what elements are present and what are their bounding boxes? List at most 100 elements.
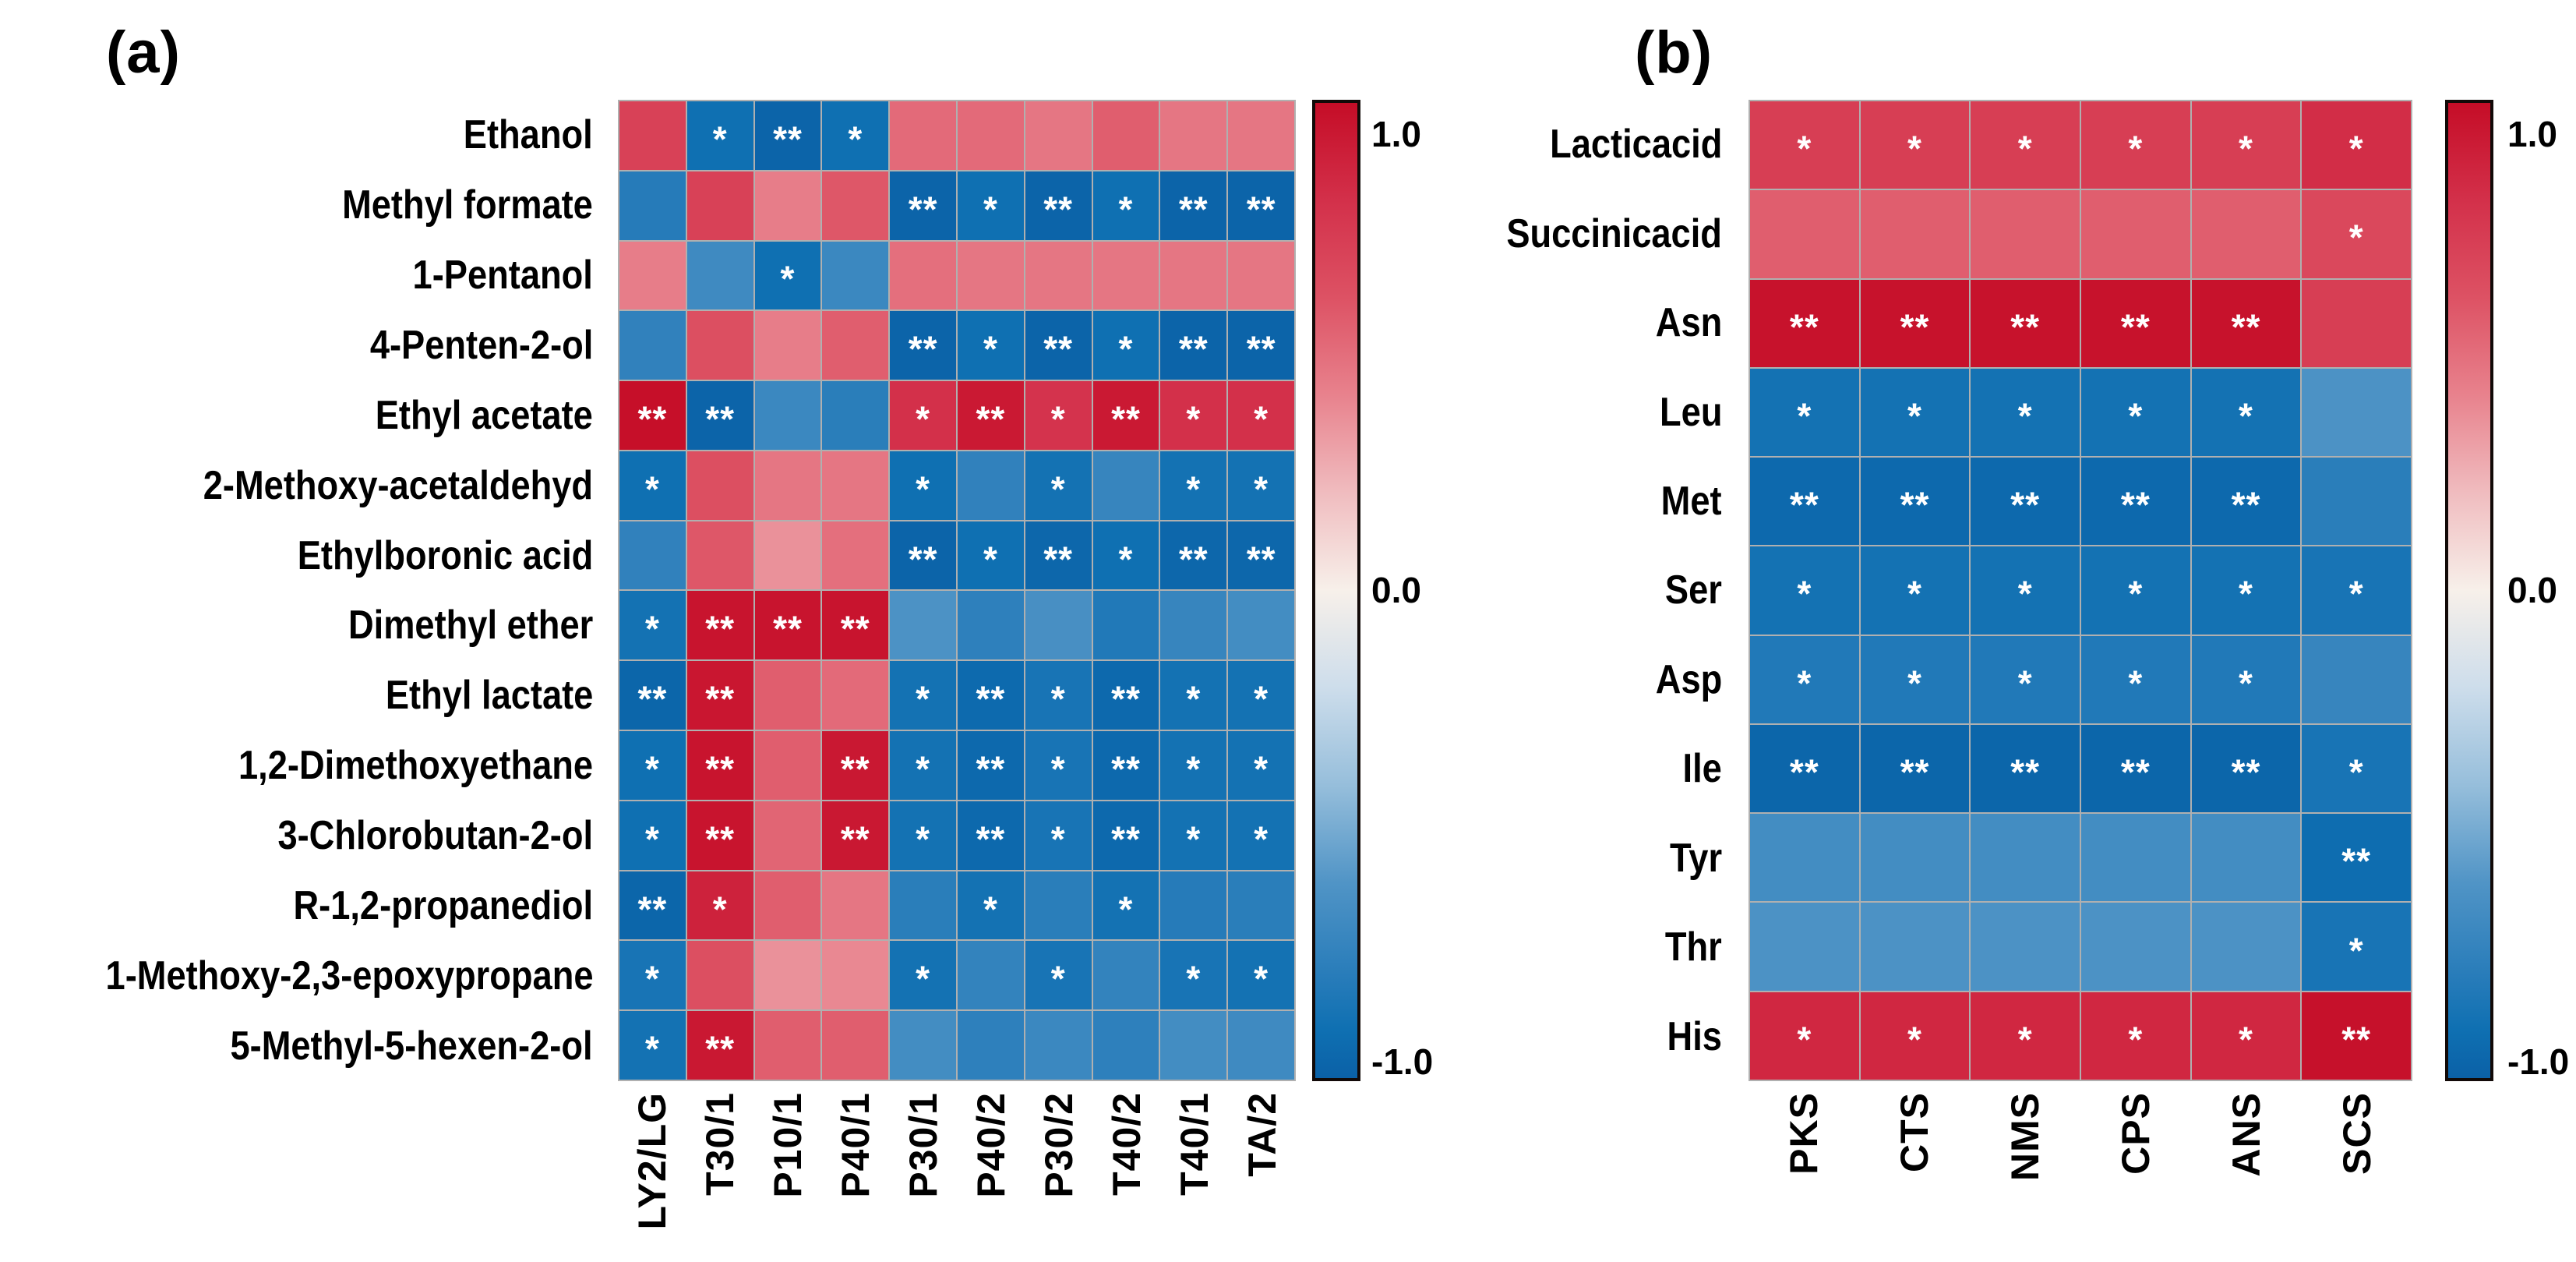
heatmap-cell-a-0-5	[958, 101, 1024, 170]
colorbar-b	[2445, 100, 2493, 1081]
significance-marker: **	[1900, 306, 1930, 348]
significance-marker: *	[644, 608, 660, 649]
significance-marker: **	[637, 398, 668, 440]
panel-b-label: (b)	[1635, 19, 1713, 86]
significance-marker: *	[1118, 539, 1134, 580]
significance-marker: **	[2231, 306, 2261, 348]
heatmap-cell-a-2-1	[686, 241, 753, 310]
heatmap-cell-a-12-8: *	[1160, 941, 1227, 1010]
heatmap-cell-b-10-2: *	[1971, 992, 2080, 1080]
heatmap-cell-a-2-3	[822, 241, 889, 310]
heatmap-cell-b-3-3: *	[2081, 368, 2190, 457]
heatmap-cell-a-9-9: *	[1228, 731, 1294, 800]
heatmap-cell-b-1-3	[2081, 190, 2190, 278]
heatmap-cell-a-13-7	[1092, 1011, 1159, 1080]
heatmap-cell-a-12-1	[686, 941, 753, 1010]
significance-marker: *	[916, 398, 931, 440]
significance-marker: *	[1797, 128, 1812, 169]
significance-marker: *	[2017, 574, 2033, 615]
panel-a-label: (a)	[106, 19, 181, 86]
heatmap-cell-a-5-2	[754, 451, 821, 520]
heatmap-cell-a-7-5	[958, 591, 1024, 660]
significance-marker: *	[2348, 930, 2364, 971]
heatmap-cell-a-8-1: **	[686, 661, 753, 730]
heatmap-cell-b-7-2: **	[1971, 724, 2080, 813]
heatmap-cell-b-0-3: *	[2081, 101, 2190, 189]
col-label-b-3: CPS	[2114, 1092, 2158, 1175]
heatmap-cell-a-9-0: *	[619, 731, 686, 800]
significance-marker: **	[2010, 484, 2041, 525]
heatmap-cell-b-1-4	[2191, 190, 2301, 278]
heatmap-cell-b-9-5: *	[2302, 903, 2411, 991]
heatmap-cell-b-8-5: **	[2302, 814, 2411, 902]
significance-marker: *	[2017, 395, 2033, 437]
heatmap-cell-a-4-4: *	[890, 381, 956, 450]
significance-marker: *	[1254, 678, 1269, 719]
heatmap-cell-a-9-7: **	[1092, 731, 1159, 800]
significance-marker: *	[2239, 395, 2253, 437]
heatmap-cell-a-4-0: **	[619, 381, 686, 450]
significance-marker: *	[1254, 398, 1269, 440]
heatmap-cell-a-5-4: *	[890, 451, 956, 520]
col-label-b-2: NMS	[2003, 1092, 2047, 1182]
significance-marker: **	[1900, 484, 1930, 525]
significance-marker: *	[1254, 818, 1269, 860]
heatmap-cell-a-11-3	[822, 871, 889, 940]
heatmap-cell-b-6-4: *	[2191, 635, 2301, 723]
heatmap-cell-a-10-3: **	[822, 801, 889, 870]
heatmap-cell-a-6-6: **	[1025, 521, 1092, 590]
significance-marker: *	[2239, 574, 2253, 615]
significance-marker: **	[1043, 189, 1074, 230]
significance-marker: *	[2348, 574, 2364, 615]
significance-marker: *	[2128, 663, 2144, 704]
significance-marker: **	[1178, 189, 1209, 230]
heatmap-cell-a-2-7	[1092, 241, 1159, 310]
col-label-a-6: P30/2	[1036, 1092, 1081, 1198]
significance-marker: *	[644, 468, 660, 510]
heatmap-cell-a-6-0	[619, 521, 686, 590]
heatmap-cell-a-0-0	[619, 101, 686, 170]
col-label-b-1: CTS	[1893, 1092, 1936, 1172]
colorbar-a-min-tick: -1.0	[1371, 1041, 1434, 1082]
heatmap-cell-b-8-4	[2191, 814, 2301, 902]
significance-marker: *	[1797, 395, 1812, 437]
heatmap-cell-a-12-7	[1092, 941, 1159, 1010]
significance-marker: *	[644, 1028, 660, 1069]
col-label-a-9: TA/2	[1240, 1092, 1284, 1177]
significance-marker: **	[1043, 328, 1074, 369]
heatmap-cell-b-0-1: *	[1860, 101, 1970, 189]
significance-marker: *	[1186, 398, 1202, 440]
heatmap-cell-a-2-0	[619, 241, 686, 310]
row-label-a-11: R-1,2-propanediol	[293, 883, 593, 929]
heatmap-a: * ** * ** * ** * ** ** * ** * ** * ** ** ** ** * ** * ** * * * * *…	[618, 100, 1296, 1081]
row-label-a-12: 1-Methoxy-2,3-epoxypropane	[105, 953, 593, 999]
heatmap-cell-a-1-2	[754, 171, 821, 240]
heatmap-cell-a-3-5: *	[958, 311, 1024, 380]
heatmap-cell-a-4-9: *	[1228, 381, 1294, 450]
significance-marker: **	[773, 608, 803, 649]
row-label-b-9: Thr	[1665, 924, 1722, 970]
heatmap-cell-a-2-9	[1228, 241, 1294, 310]
heatmap-cell-a-9-8: *	[1160, 731, 1227, 800]
significance-marker: *	[2239, 663, 2253, 704]
significance-marker: **	[1111, 748, 1141, 790]
heatmap-cell-a-1-5: *	[958, 171, 1024, 240]
heatmap-cell-b-8-2	[1971, 814, 2080, 902]
heatmap-cell-b-5-3: *	[2081, 546, 2190, 635]
significance-marker: *	[1254, 958, 1269, 999]
significance-marker: **	[840, 748, 870, 790]
significance-marker: **	[908, 539, 938, 580]
significance-marker: *	[780, 259, 796, 300]
significance-marker: **	[976, 748, 1006, 790]
significance-marker: *	[1050, 958, 1066, 999]
significance-marker: *	[848, 118, 863, 160]
heatmap-cell-a-2-4	[890, 241, 956, 310]
heatmap-cell-b-5-4: *	[2191, 546, 2301, 635]
heatmap-cell-b-1-1	[1860, 190, 1970, 278]
significance-marker: *	[1050, 678, 1066, 719]
heatmap-cell-b-2-0: **	[1750, 279, 1859, 367]
heatmap-cell-a-13-8	[1160, 1011, 1227, 1080]
heatmap-cell-a-3-9: **	[1228, 311, 1294, 380]
row-labels-a: Ethanol Methyl formate 1-Pentanol 4-Penten-…	[31, 100, 605, 1081]
heatmap-cell-b-9-4	[2191, 903, 2301, 991]
